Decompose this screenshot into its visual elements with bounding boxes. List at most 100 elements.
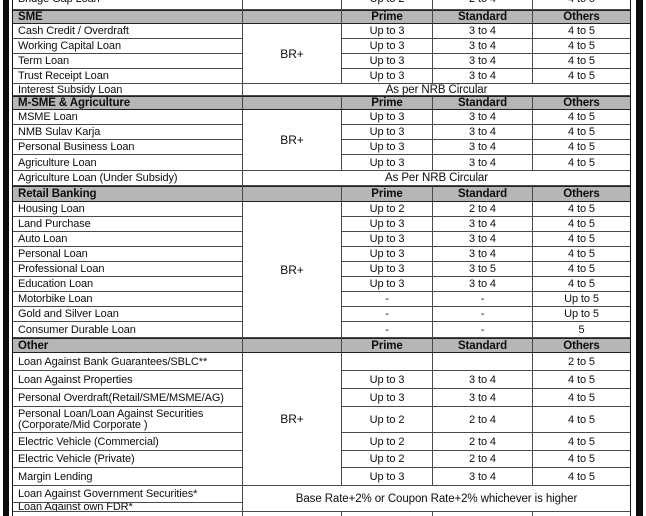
rate-others: Up to 5: [533, 292, 630, 307]
rate-standard: -: [433, 292, 533, 307]
loan-name: Loan Against Properties: [13, 371, 243, 389]
loan-name: Auto Loan: [13, 232, 243, 247]
rate-others: 2 to 5: [533, 353, 630, 371]
rate-others: 4 to 5: [533, 155, 630, 171]
loan-name: Working Capital Loan: [13, 39, 243, 54]
rate-others: 4 to 5: [533, 140, 630, 155]
br-column-header-cell: [243, 186, 342, 202]
rate-prime: Up to 3: [342, 262, 433, 277]
rate-standard: 3 to 4: [433, 371, 533, 389]
loan-name: Housing Loan: [13, 202, 243, 217]
loan-name: Agriculture Loan (Under Subsidy): [13, 171, 243, 186]
rate-others: 4 to 5: [533, 389, 630, 407]
rate-others: 4 to 5: [533, 232, 630, 247]
merged-rate-note: Base Rate+2% or Coupon Rate+2% whichever…: [243, 486, 630, 512]
loan-name: Term Loan: [13, 54, 243, 69]
rate-prime: Up to 3: [342, 371, 433, 389]
rate-standard: 3 to 4: [433, 468, 533, 486]
column-header-others: Others: [533, 96, 630, 110]
rate-others: 4 to 5: [533, 24, 630, 39]
loan-name: MSME Loan: [13, 110, 243, 125]
rate-prime: Up to 2: [342, 451, 433, 468]
column-header-others: Others: [533, 186, 630, 202]
br-plus-cell: BR+: [243, 110, 342, 171]
table-section: M-SME & Agriculture Prime Standard Others BR…: [13, 96, 630, 186]
loan-name: Consumer Durable Loan: [13, 322, 243, 338]
rate-prime: -: [342, 307, 433, 322]
rate-standard: 3 to 4: [433, 110, 533, 125]
rate-others: 4 to 5: [533, 69, 630, 84]
rate-others: 4 to 5: [533, 371, 630, 389]
rate-standard: 3 to 4: [433, 155, 533, 171]
right-frame-bar: [636, 0, 643, 516]
rate-others: 4 to 5: [533, 433, 630, 451]
rate-standard: 2 to 4: [433, 451, 533, 468]
loan-name: Electric Vehicle (Commercial): [13, 433, 243, 451]
loan-name: Loan Against Government Securities*: [13, 486, 243, 503]
br-column-header-cell: [243, 96, 342, 110]
rate-standard: 3 to 4: [433, 69, 533, 84]
loan-name: Land Purchase: [13, 217, 243, 232]
rate-standard: -: [433, 322, 533, 338]
table-section: Other Prime Standard Others BR+ Loan Against …: [13, 338, 630, 512]
rate-prime: Up to 3: [342, 110, 433, 125]
rate-prime: -: [342, 292, 433, 307]
loan-name: Cash Credit / Overdraft: [13, 24, 243, 39]
rate-prime: [342, 353, 433, 371]
rate-others: 4 to 5: [533, 468, 630, 486]
rate-standard: 3 to 4: [433, 389, 533, 407]
rate-standard: 2 to 4: [433, 202, 533, 217]
loan-name: Personal Loan/Loan Against Securities (C…: [13, 407, 243, 433]
rate-standard: [433, 353, 533, 371]
partial-bottom-row-cell: [13, 512, 243, 516]
rate-standard: 3 to 5: [433, 262, 533, 277]
loan-name: Personal Business Loan: [13, 140, 243, 155]
column-header-prime: Prime: [342, 96, 433, 110]
rate-prime: Up to 2: [342, 407, 433, 433]
partial-rate-standard: 2 to 4: [433, 0, 533, 10]
column-header-standard: Standard: [433, 96, 533, 110]
rate-standard: 2 to 4: [433, 433, 533, 451]
merged-rate-note: As per NRB Circular: [243, 84, 630, 96]
column-header-prime: Prime: [342, 10, 433, 24]
loan-name: Interest Subsidy Loan: [13, 84, 243, 96]
rate-standard: 3 to 4: [433, 247, 533, 262]
rate-standard: 3 to 4: [433, 232, 533, 247]
rate-others: 4 to 5: [533, 451, 630, 468]
table-section: Bridge Gap Loan Up to 2 2 to 4 4 to 5: [13, 0, 630, 10]
rate-prime: Up to 3: [342, 69, 433, 84]
loan-name: Motorbike Loan: [13, 292, 243, 307]
column-header-standard: Standard: [433, 186, 533, 202]
rate-prime: Up to 3: [342, 247, 433, 262]
rate-prime: -: [342, 322, 433, 338]
partial-bottom-row-cell: [243, 512, 342, 516]
rate-standard: 3 to 4: [433, 140, 533, 155]
column-header-others: Others: [533, 10, 630, 24]
rate-standard: 3 to 4: [433, 24, 533, 39]
table-section: Retail Banking Prime Standard Others BR+ Hous…: [13, 186, 630, 338]
partial-rate-others-text: 4 to 5: [568, 0, 595, 6]
br-plus-cell: BR+: [243, 353, 342, 486]
rate-prime: Up to 3: [342, 232, 433, 247]
loan-name: Gold and Silver Loan: [13, 307, 243, 322]
section-title: SME: [13, 10, 243, 24]
partial-rate-prime-text: Up to 2: [370, 0, 405, 6]
rate-standard: -: [433, 307, 533, 322]
loan-name: Margin Lending: [13, 468, 243, 486]
loan-name: Electric Vehicle (Private): [13, 451, 243, 468]
loan-name: Loan Against Bank Guarantees/SBLC**: [13, 353, 243, 371]
loan-name: Professional Loan: [13, 262, 243, 277]
br-column-header-cell: [243, 338, 342, 353]
rate-prime: Up to 3: [342, 39, 433, 54]
column-header-prime: Prime: [342, 338, 433, 353]
rate-prime: Up to 3: [342, 155, 433, 171]
rate-prime: Up to 2: [342, 202, 433, 217]
partial-rate-prime: Up to 2: [342, 0, 433, 10]
column-header-prime: Prime: [342, 186, 433, 202]
rate-others: 4 to 5: [533, 277, 630, 292]
br-plus-cell: BR+: [243, 202, 342, 338]
merged-rate-note: As Per NRB Circular: [243, 171, 630, 186]
column-header-others: Others: [533, 338, 630, 353]
rate-others: 4 to 5: [533, 110, 630, 125]
